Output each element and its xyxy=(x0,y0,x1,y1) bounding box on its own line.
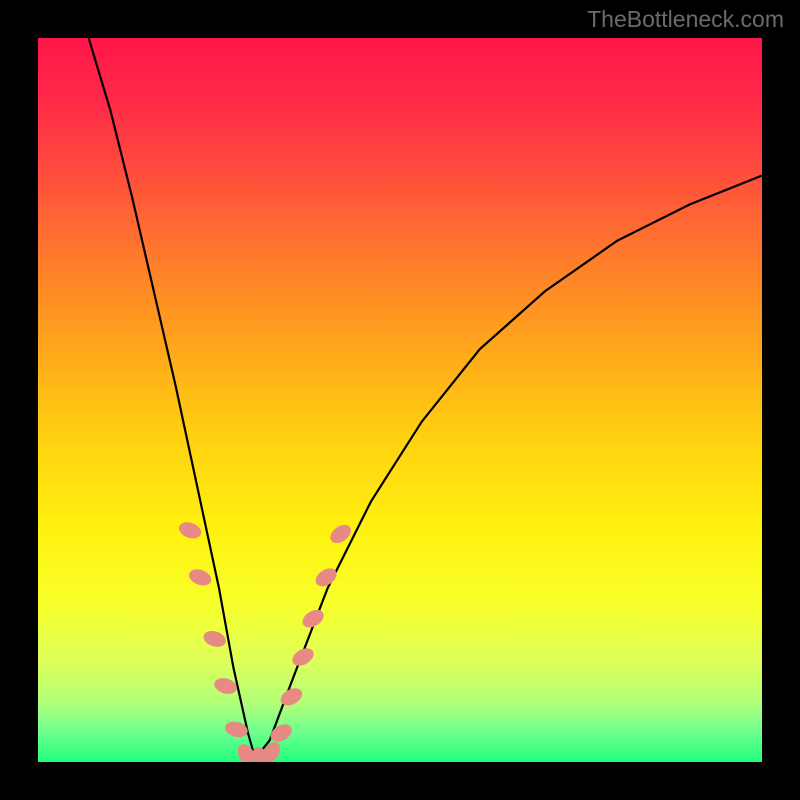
plot-area xyxy=(38,38,762,762)
bead xyxy=(177,520,202,541)
watermark-text: TheBottleneck.com xyxy=(587,6,784,33)
chart-svg xyxy=(38,38,762,762)
beads-group xyxy=(177,520,353,762)
bead xyxy=(313,565,339,589)
bead xyxy=(202,629,227,649)
bead xyxy=(213,676,238,696)
bead xyxy=(187,567,212,588)
bead xyxy=(268,721,294,744)
bottleneck-curve xyxy=(89,38,762,758)
bead xyxy=(290,645,316,668)
